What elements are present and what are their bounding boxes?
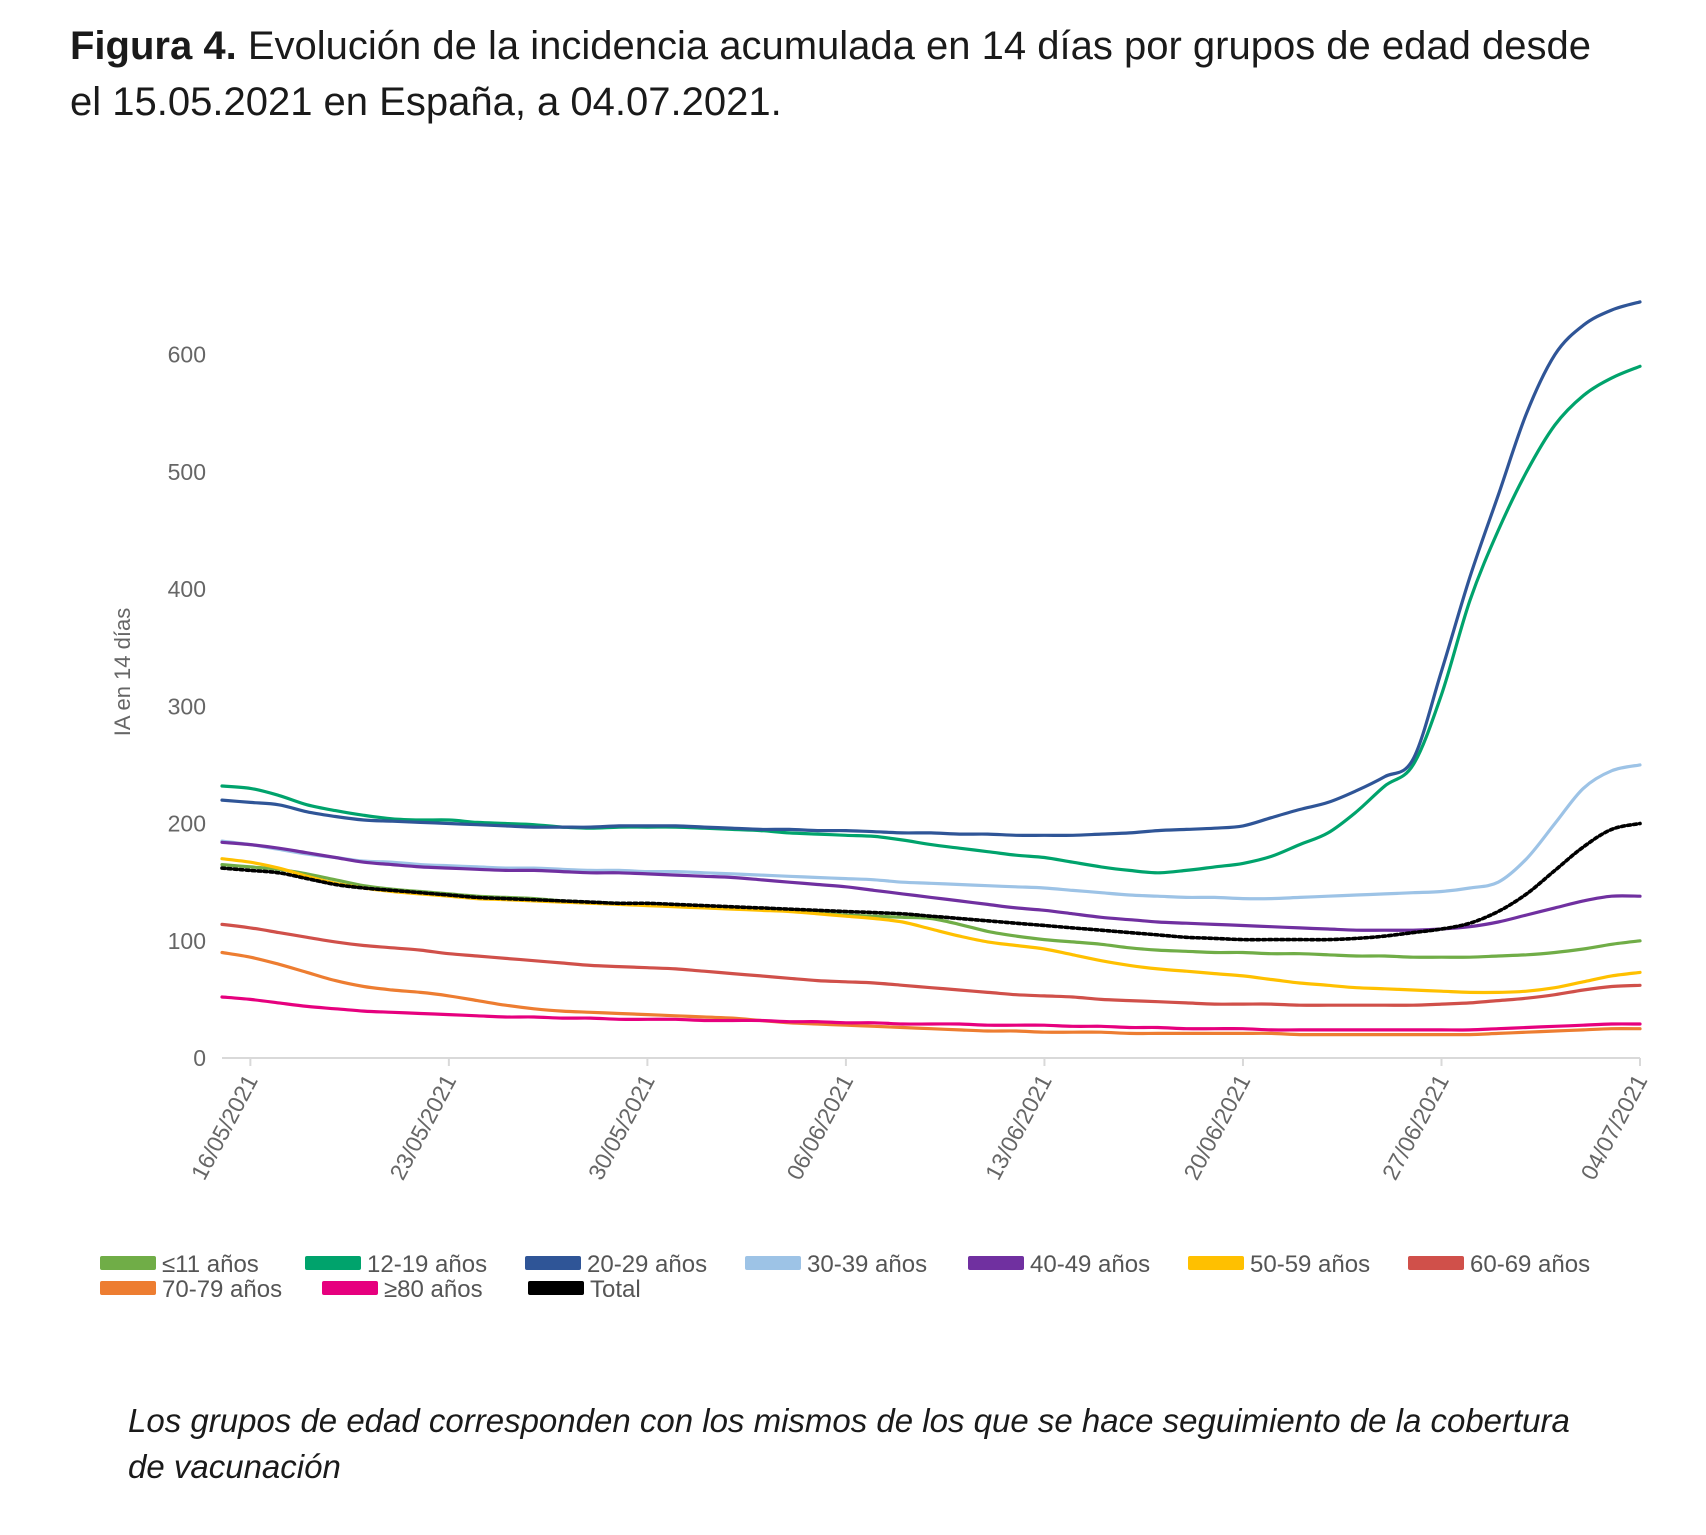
series-line-20-29-a-os	[220, 300, 1642, 837]
x-tick-label: 30/05/2021	[583, 1070, 660, 1184]
legend: ≤11 años 12-19 años 20-29 años 30-39 años 40…	[100, 1251, 1590, 1303]
series-line-30-39-a-os	[220, 763, 1642, 901]
x-tick-label: 20/06/2021	[1178, 1070, 1255, 1184]
y-tick-label: 300	[168, 693, 206, 719]
x-axis: 16/05/2021 23/05/2021 30/05/2021 06/06/2021…	[186, 1058, 1652, 1184]
y-tick-label: 0	[193, 1045, 206, 1071]
figure-caption: Figura 4. Evolución de la incidencia acu…	[70, 18, 1630, 130]
legend-label: 70-79 años	[162, 1276, 282, 1303]
legend-swatch	[745, 1256, 801, 1270]
legend-swatch	[1408, 1256, 1464, 1270]
legend-swatch	[305, 1256, 361, 1270]
x-tick-label: 23/05/2021	[384, 1070, 461, 1184]
legend-label: 50-59 años	[1250, 1251, 1370, 1278]
y-tick-label: 400	[168, 576, 206, 602]
x-tick-label: 04/07/2021	[1575, 1070, 1652, 1184]
y-tick-label: 100	[168, 928, 206, 954]
series-line-40-49-a-os	[220, 840, 1642, 932]
legend-swatch	[968, 1256, 1024, 1270]
line-chart: 0 100 200 300 400 500 600 IA en 14 días 16/05/…	[100, 300, 1652, 1303]
x-tick-label: 16/05/2021	[186, 1070, 263, 1184]
series-line-60-69-a-os	[220, 922, 1642, 1007]
legend-label: Total	[590, 1276, 641, 1303]
series-line-50-59-a-os	[220, 857, 1642, 995]
y-tick-label: 600	[168, 342, 206, 368]
legend-label: 20-29 años	[587, 1251, 707, 1278]
series-line-12-19-a-os	[220, 364, 1642, 875]
y-axis-label: IA en 14 días	[110, 608, 135, 736]
x-tick-label: 27/06/2021	[1377, 1070, 1454, 1184]
legend-label: 30-39 años	[807, 1251, 927, 1278]
figure-note: Los grupos de edad corresponden con los …	[128, 1402, 1570, 1485]
legend-swatch	[528, 1281, 584, 1295]
y-tick-label: 500	[168, 459, 206, 485]
legend-swatch	[1188, 1256, 1244, 1270]
legend-label: 60-69 años	[1470, 1251, 1590, 1278]
legend-label: 12-19 años	[367, 1251, 487, 1278]
series-line-11-a-os	[220, 863, 1642, 959]
legend-label: 40-49 años	[1030, 1251, 1150, 1278]
legend-swatch	[525, 1256, 581, 1270]
legend-label: ≥80 años	[384, 1276, 483, 1303]
x-tick-label: 06/06/2021	[781, 1070, 858, 1184]
y-axis: 0 100 200 300 400 500 600	[168, 342, 206, 1071]
series-line-total	[220, 821, 1642, 942]
series-line-80-a-os	[220, 995, 1642, 1032]
y-tick-label: 200	[168, 811, 206, 837]
series-line-70-79-a-os	[220, 950, 1642, 1037]
figure-label: Figura 4.	[70, 24, 237, 68]
x-tick-label: 13/06/2021	[980, 1070, 1057, 1184]
legend-label: ≤11 años	[162, 1251, 259, 1278]
legend-swatch	[100, 1256, 156, 1270]
legend-swatch	[322, 1281, 378, 1295]
figure-title: Evolución de la incidencia acumulada en …	[70, 24, 1591, 124]
legend-swatch	[100, 1281, 156, 1295]
series-lines	[220, 300, 1642, 1037]
